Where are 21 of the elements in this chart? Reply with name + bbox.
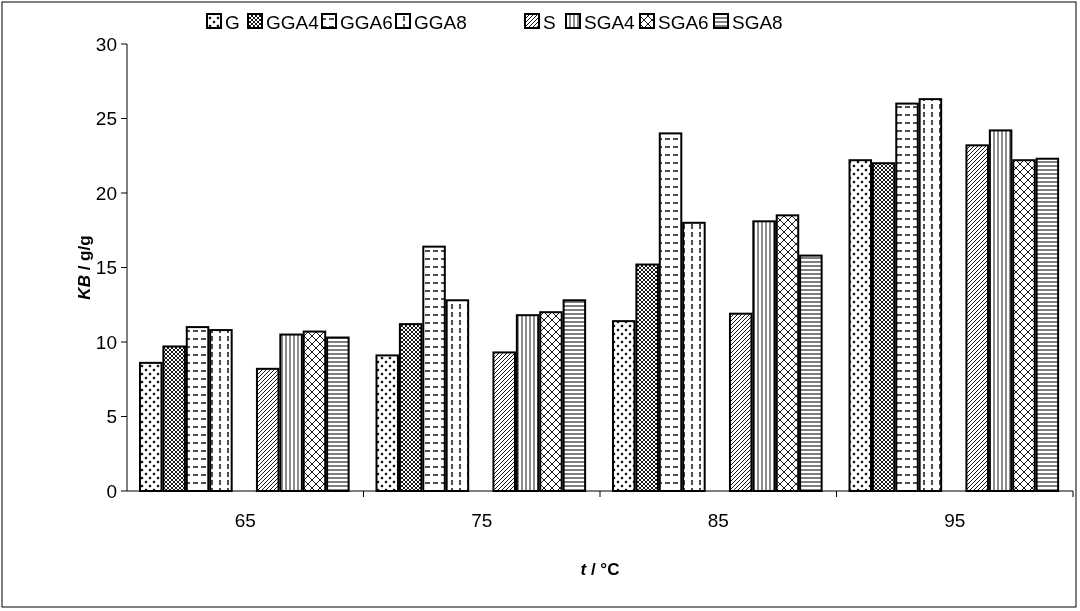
x-axis-title: t / °C: [580, 560, 620, 579]
y-tick-label: 0: [106, 480, 117, 502]
y-tick-label: 10: [95, 331, 117, 353]
y-tick-label: 30: [95, 33, 117, 55]
legend-label: SGA8: [732, 11, 783, 33]
x-tick-label: 95: [944, 510, 966, 531]
y-tick-label: 20: [95, 182, 117, 204]
legend-label: GGA8: [414, 11, 467, 33]
x-tick-label: 75: [471, 510, 493, 531]
legend-label: GGA4: [266, 11, 320, 33]
legend-label: GGA6: [340, 11, 393, 33]
y-tick-label: 5: [106, 406, 117, 428]
legend-label: SGA4: [584, 11, 636, 33]
y-tick-label: 25: [95, 108, 117, 130]
x-tick-label: 65: [234, 510, 256, 531]
y-axis-title: KB / g/g: [75, 235, 94, 300]
legend-label: SGA6: [658, 11, 709, 33]
legend-label: G: [225, 11, 240, 33]
legend-label: S: [543, 11, 556, 33]
y-tick-label: 15: [95, 257, 117, 279]
x-tick-label: 85: [707, 510, 729, 531]
